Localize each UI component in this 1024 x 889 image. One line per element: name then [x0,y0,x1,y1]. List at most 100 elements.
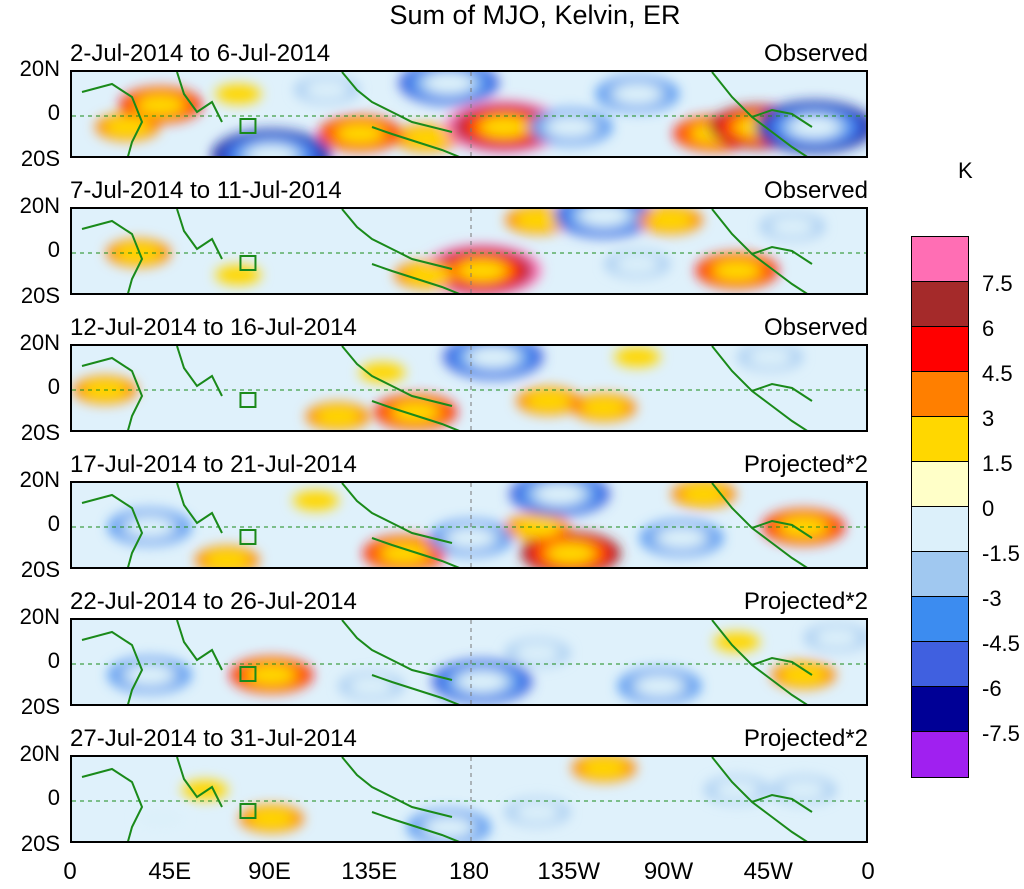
anomaly-contour [425,817,472,838]
panel-type-label: Observed [763,314,868,341]
anomaly-contour [636,676,683,696]
coastline [371,400,460,430]
coastline [751,656,813,676]
colorbar-swatch [912,507,968,552]
anomaly-contour [514,643,561,663]
colorbar-swatch [912,687,968,732]
map-panel [70,618,868,706]
y-tick-label: 0 [47,374,60,399]
anomaly-contour [547,543,594,564]
y-tick-label: 20S [20,146,60,171]
anomaly-contour [514,802,561,822]
colorbar-swatch [912,462,968,507]
anomaly-contour [359,362,406,383]
anomaly-contour [614,84,661,104]
y-tick-label: 20S [20,831,60,856]
coastline [81,493,144,567]
anomaly-contour [104,117,151,137]
region-box-marker [239,529,257,545]
coastline [81,82,144,156]
anomaly-contour [470,347,517,367]
y-tick-label: 20S [20,420,60,445]
coastline [371,674,460,704]
colorbar-level-label: -4.5 [982,631,1020,656]
coastline [81,219,144,293]
anomaly-contour [813,627,860,648]
anomaly-contour [747,347,794,367]
anomaly-contour [658,528,705,548]
anomaly-contour [614,347,661,367]
anomaly-contour [292,490,339,511]
anomaly-contour [448,528,494,548]
panel-type-label: Projected*2 [743,725,868,752]
coastline [711,757,808,841]
coastline [176,620,223,671]
colorbar [911,236,969,778]
anomaly-contour [182,780,228,800]
map-panel [70,344,868,432]
anomaly-contour [459,671,506,692]
anomaly-contour [337,123,384,144]
map-panel [70,70,868,158]
y-tick-label: 20N [19,193,60,218]
colorbar-swatch [912,642,968,687]
anomaly-contour [614,254,661,274]
map-panel [70,207,868,295]
y-tick-label: 20N [19,604,60,629]
colorbar-level-label: -3 [982,586,1002,611]
coastline [371,811,460,841]
colorbar-swatch [912,237,968,282]
y-tick-label: 20N [19,467,60,492]
coastline [176,483,223,534]
coastline [751,382,813,402]
colorbar-unit: K [958,158,973,183]
panel-type-label: Projected*2 [743,588,868,615]
y-tick-label: 0 [47,648,60,673]
coastline [81,767,144,841]
x-tick-label: 0 [63,858,77,885]
coastline [711,209,808,293]
colorbar-swatch [912,327,968,372]
anomaly-contour [481,117,528,137]
panel-type-label: Projected*2 [743,451,868,478]
anomaly-contour [126,517,173,537]
panel-date-range: 17-Jul-2014 to 21-Jul-2014 [70,451,357,478]
coastline [751,793,813,813]
colorbar-level-label: 0 [982,496,995,521]
anomaly-contour [791,117,838,137]
colorbar-swatch [912,552,968,597]
region-box-marker [239,392,257,408]
y-tick-label: 0 [47,237,60,262]
y-tick-label: 20S [20,694,60,719]
y-tick-label: 20N [19,330,60,355]
coastline [371,537,460,567]
colorbar-level-label: -1.5 [982,541,1020,566]
x-tick-label: 45W [743,858,793,885]
x-tick-label: 45E [148,858,192,885]
panel-date-range: 7-Jul-2014 to 11-Jul-2014 [70,177,342,204]
colorbar-level-label: -7.5 [982,721,1020,746]
anomaly-contour [403,128,450,148]
coastline [371,126,460,156]
colorbar-level-label: 6 [982,316,995,341]
coastline [81,630,144,704]
anomaly-contour [714,260,760,281]
region-box-marker [239,666,257,682]
anomaly-contour [381,543,428,564]
colorbar-swatch [912,597,968,642]
anomaly-contour [215,84,262,104]
anomaly-contour [137,95,184,115]
coastline [341,620,453,681]
panel-type-label: Observed [763,40,868,67]
anomaly-contour [248,145,295,156]
x-tick-label: 0 [861,858,875,885]
anomaly-contour [392,402,439,422]
coastline [176,757,223,808]
y-tick-label: 0 [47,785,60,810]
anomaly-contour [215,265,262,285]
coastline [751,519,813,539]
colorbar-level-label: 1.5 [982,451,1013,476]
coastline [711,72,808,156]
map-panel [70,755,868,843]
anomaly-contour [581,209,627,226]
